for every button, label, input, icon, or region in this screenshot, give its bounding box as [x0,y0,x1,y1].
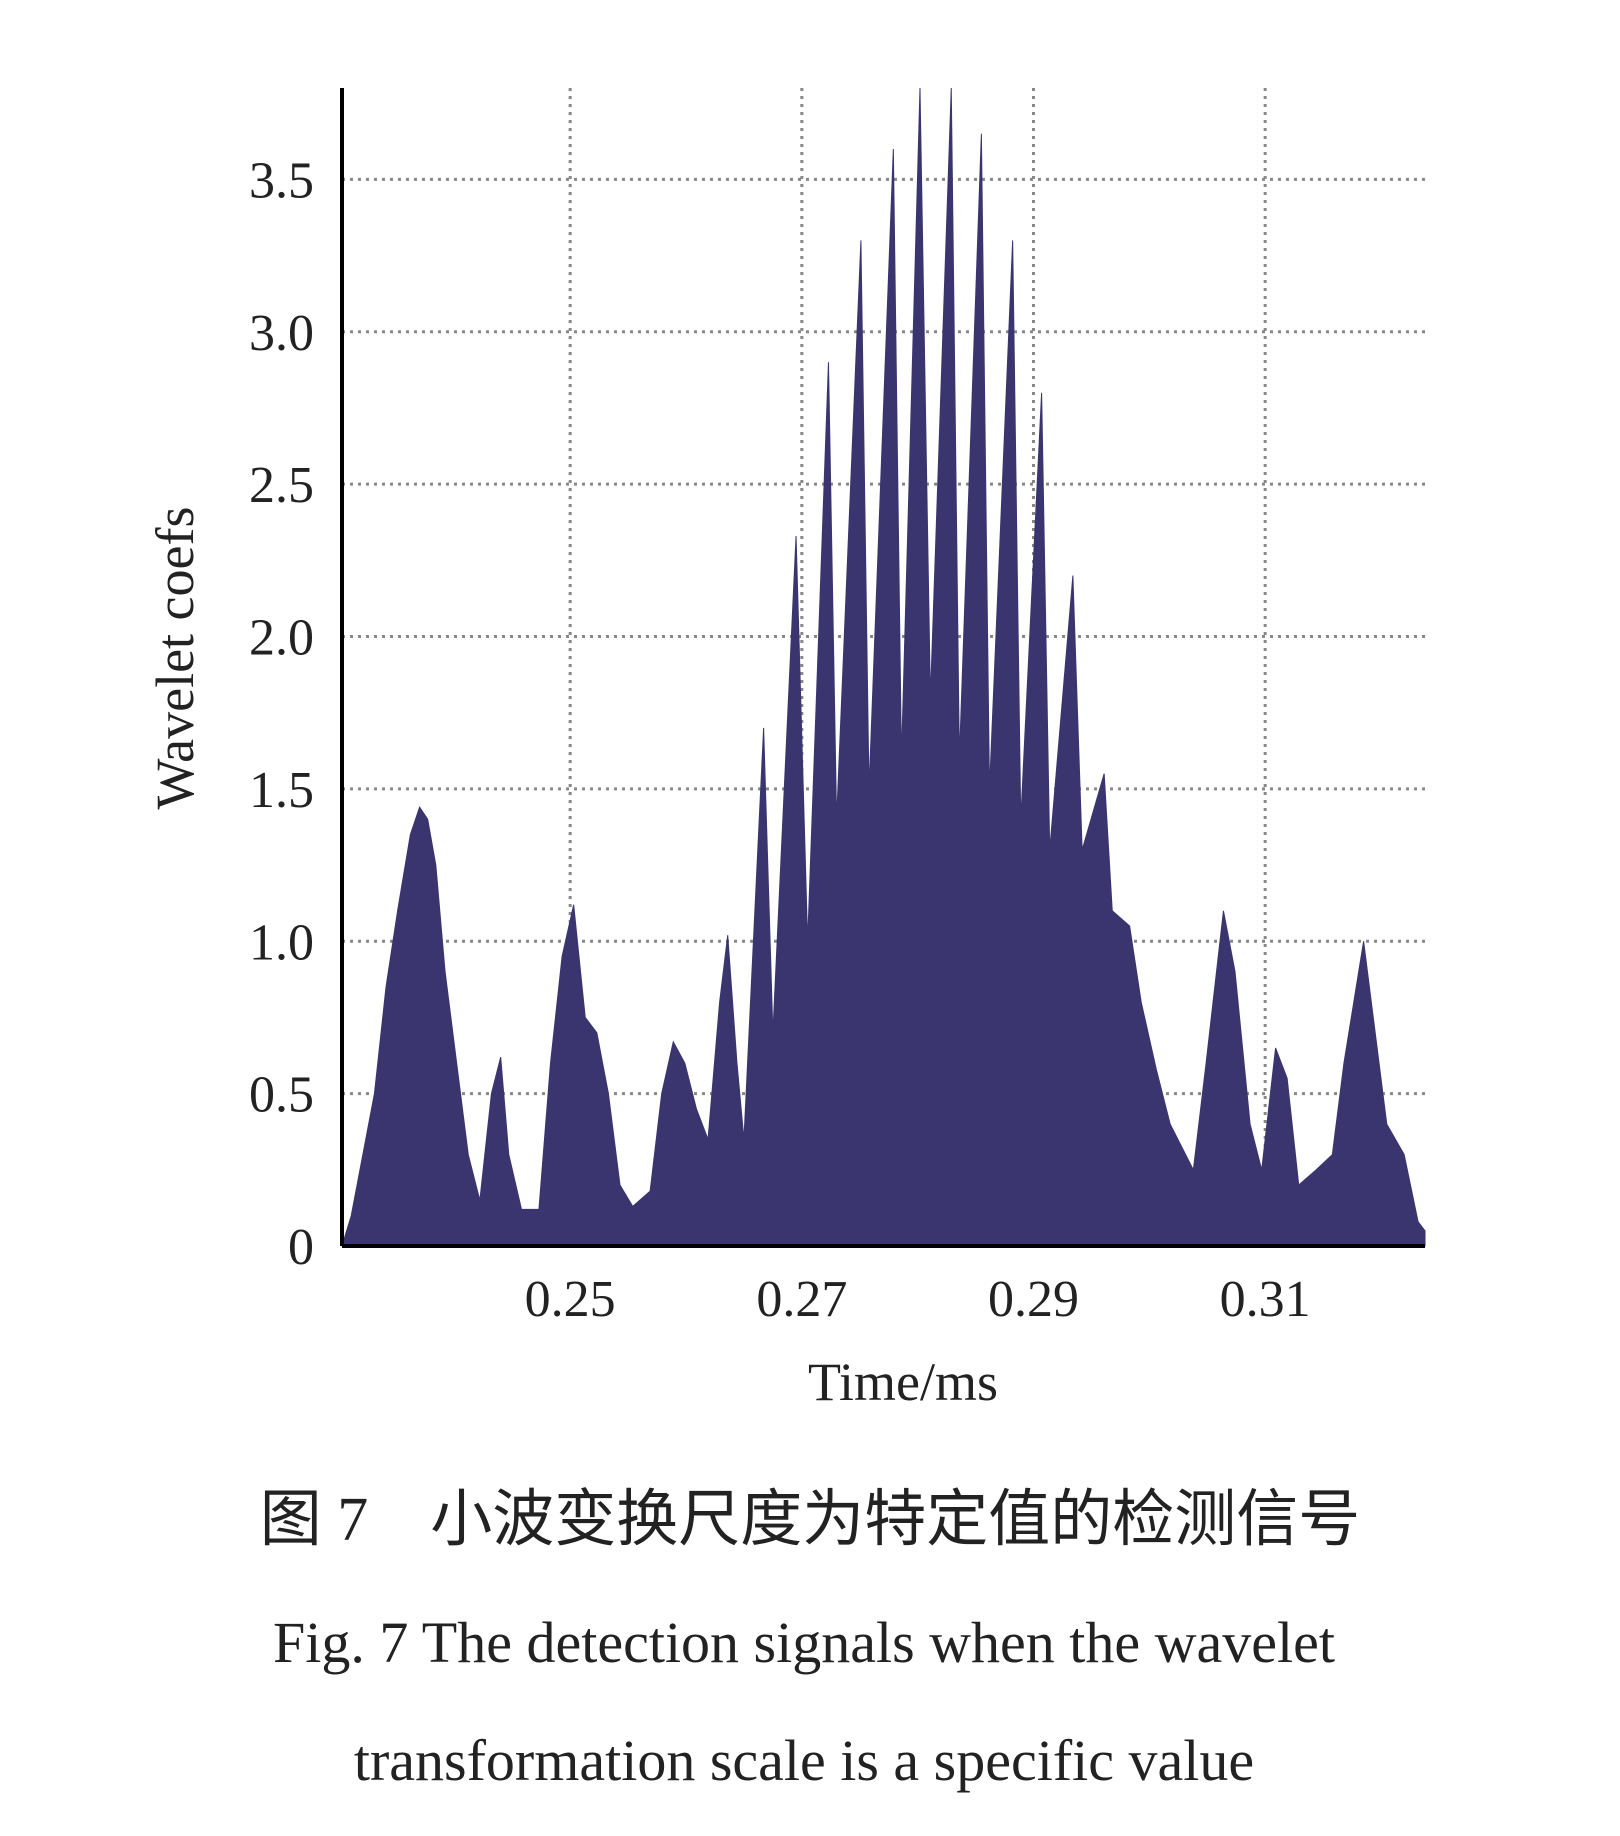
y-tick-label: 1.0 [249,914,314,971]
x-axis-label: Time/ms [808,1352,998,1412]
y-tick-label: 1.5 [249,762,314,819]
x-tick-label: 0.29 [988,1271,1079,1328]
caption-en: Fig. 7 The detection signals when the wa… [273,1610,1335,1675]
y-tick-label: 2.5 [249,457,314,514]
y-tick-label: 0 [288,1219,314,1276]
y-tick-label: 2.0 [249,610,314,667]
y-axis-label: Wavelet coefs [145,507,205,810]
x-tick-label: 0.25 [525,1271,616,1328]
caption-cn: 图 7 小波变换尺度为特定值的检测信号 [260,1486,1361,1554]
x-tick-label: 0.27 [756,1271,847,1328]
area [341,87,1426,1247]
caption-en: transformation scale is a specific value [354,1728,1254,1793]
y-tick-label: 0.5 [249,1067,314,1124]
x-tick-label: 0.31 [1220,1271,1311,1328]
y-tick-label: 3.0 [249,305,314,362]
y-tick-label: 3.5 [249,152,314,209]
